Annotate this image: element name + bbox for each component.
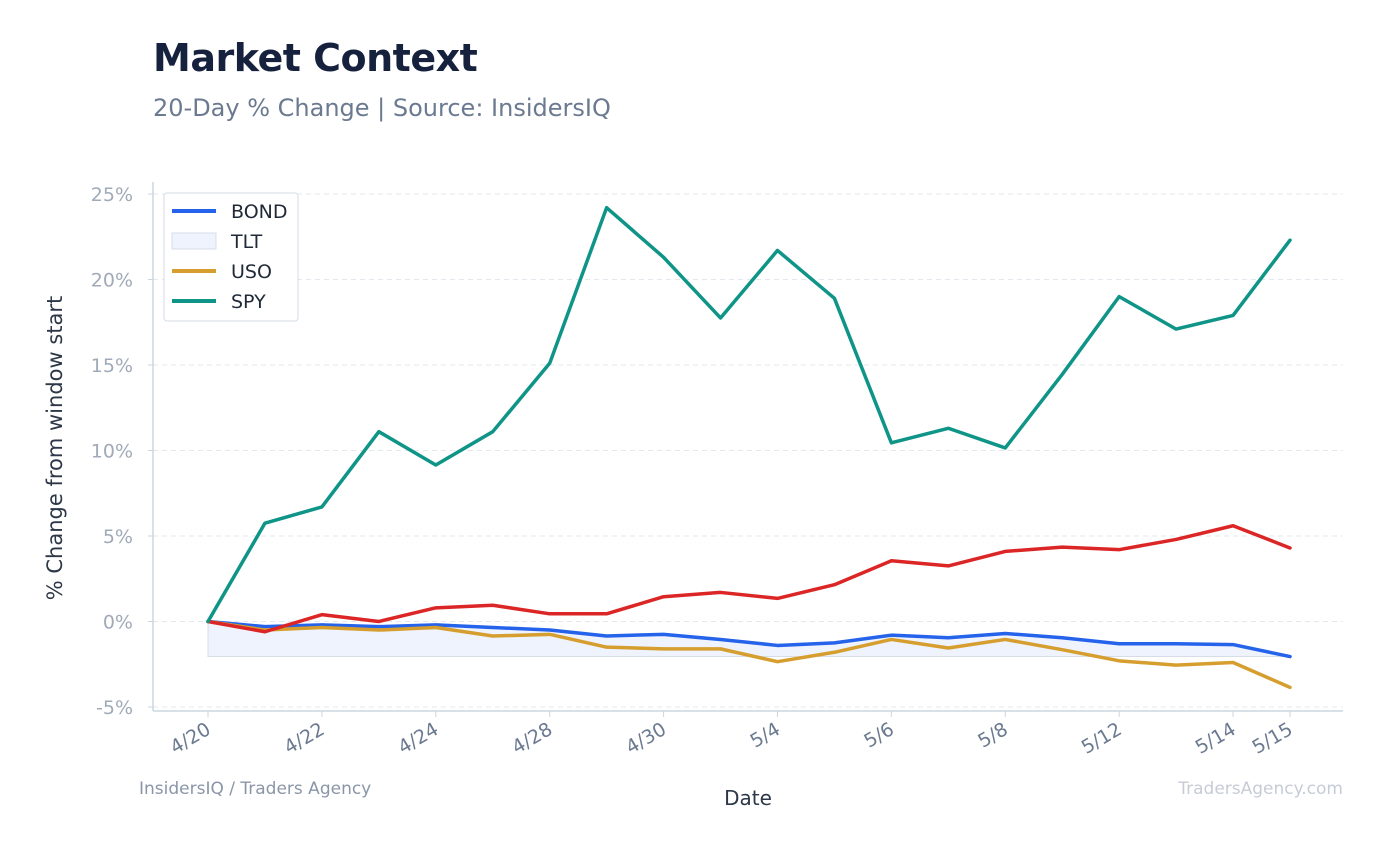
- legend-swatch: [171, 232, 217, 250]
- series-line-unlabeled-3: [206, 523, 1292, 634]
- x-tick-label: 4/20: [167, 718, 215, 758]
- y-axis-label: % Change from window start: [43, 296, 67, 601]
- y-tick-label: 15%: [91, 355, 133, 377]
- y-tick-label: 10%: [91, 441, 133, 463]
- grid-layer: [153, 193, 1343, 708]
- x-tick-label: 5/6: [860, 718, 897, 752]
- x-tick-label: 4/28: [508, 718, 556, 758]
- legend-label: BOND: [231, 201, 288, 223]
- series-line-spy: [206, 205, 1292, 624]
- legend-label: USO: [231, 261, 272, 283]
- x-tick-label: 4/24: [394, 718, 442, 758]
- x-tick-label: 4/30: [622, 718, 670, 758]
- x-tick-label: 5/12: [1078, 718, 1126, 758]
- series-line-bond: [206, 619, 1292, 659]
- y-tick-label: 5%: [103, 526, 133, 548]
- x-tick-label: 5/4: [746, 718, 783, 752]
- legend-label: SPY: [231, 291, 266, 313]
- chart-title: Market Context: [153, 36, 478, 80]
- series-line-uso: [206, 619, 1292, 690]
- footer-credit: InsidersIQ / Traders Agency: [139, 779, 372, 799]
- y-tick-label: 0%: [103, 612, 133, 634]
- y-tick-label: 25%: [91, 184, 133, 206]
- legend-label: TLT: [230, 231, 263, 253]
- series-layer: [206, 205, 1292, 690]
- x-tick-label: 5/14: [1192, 718, 1240, 758]
- x-tick-label: 5/15: [1249, 718, 1297, 758]
- y-tick-label: 20%: [91, 270, 133, 292]
- y-tick-label: -5%: [96, 697, 133, 719]
- footer-watermark: TradersAgency.com: [1178, 779, 1343, 799]
- legend-box: [163, 192, 299, 322]
- chart-legend: BOND TLT USO SPY: [163, 192, 299, 322]
- x-axis-label: Date: [724, 786, 772, 810]
- chart-subtitle: 20-Day % Change | Source: InsidersIQ: [153, 94, 611, 122]
- x-tick-label: 4/22: [280, 718, 328, 758]
- x-tick-label: 5/8: [974, 718, 1011, 752]
